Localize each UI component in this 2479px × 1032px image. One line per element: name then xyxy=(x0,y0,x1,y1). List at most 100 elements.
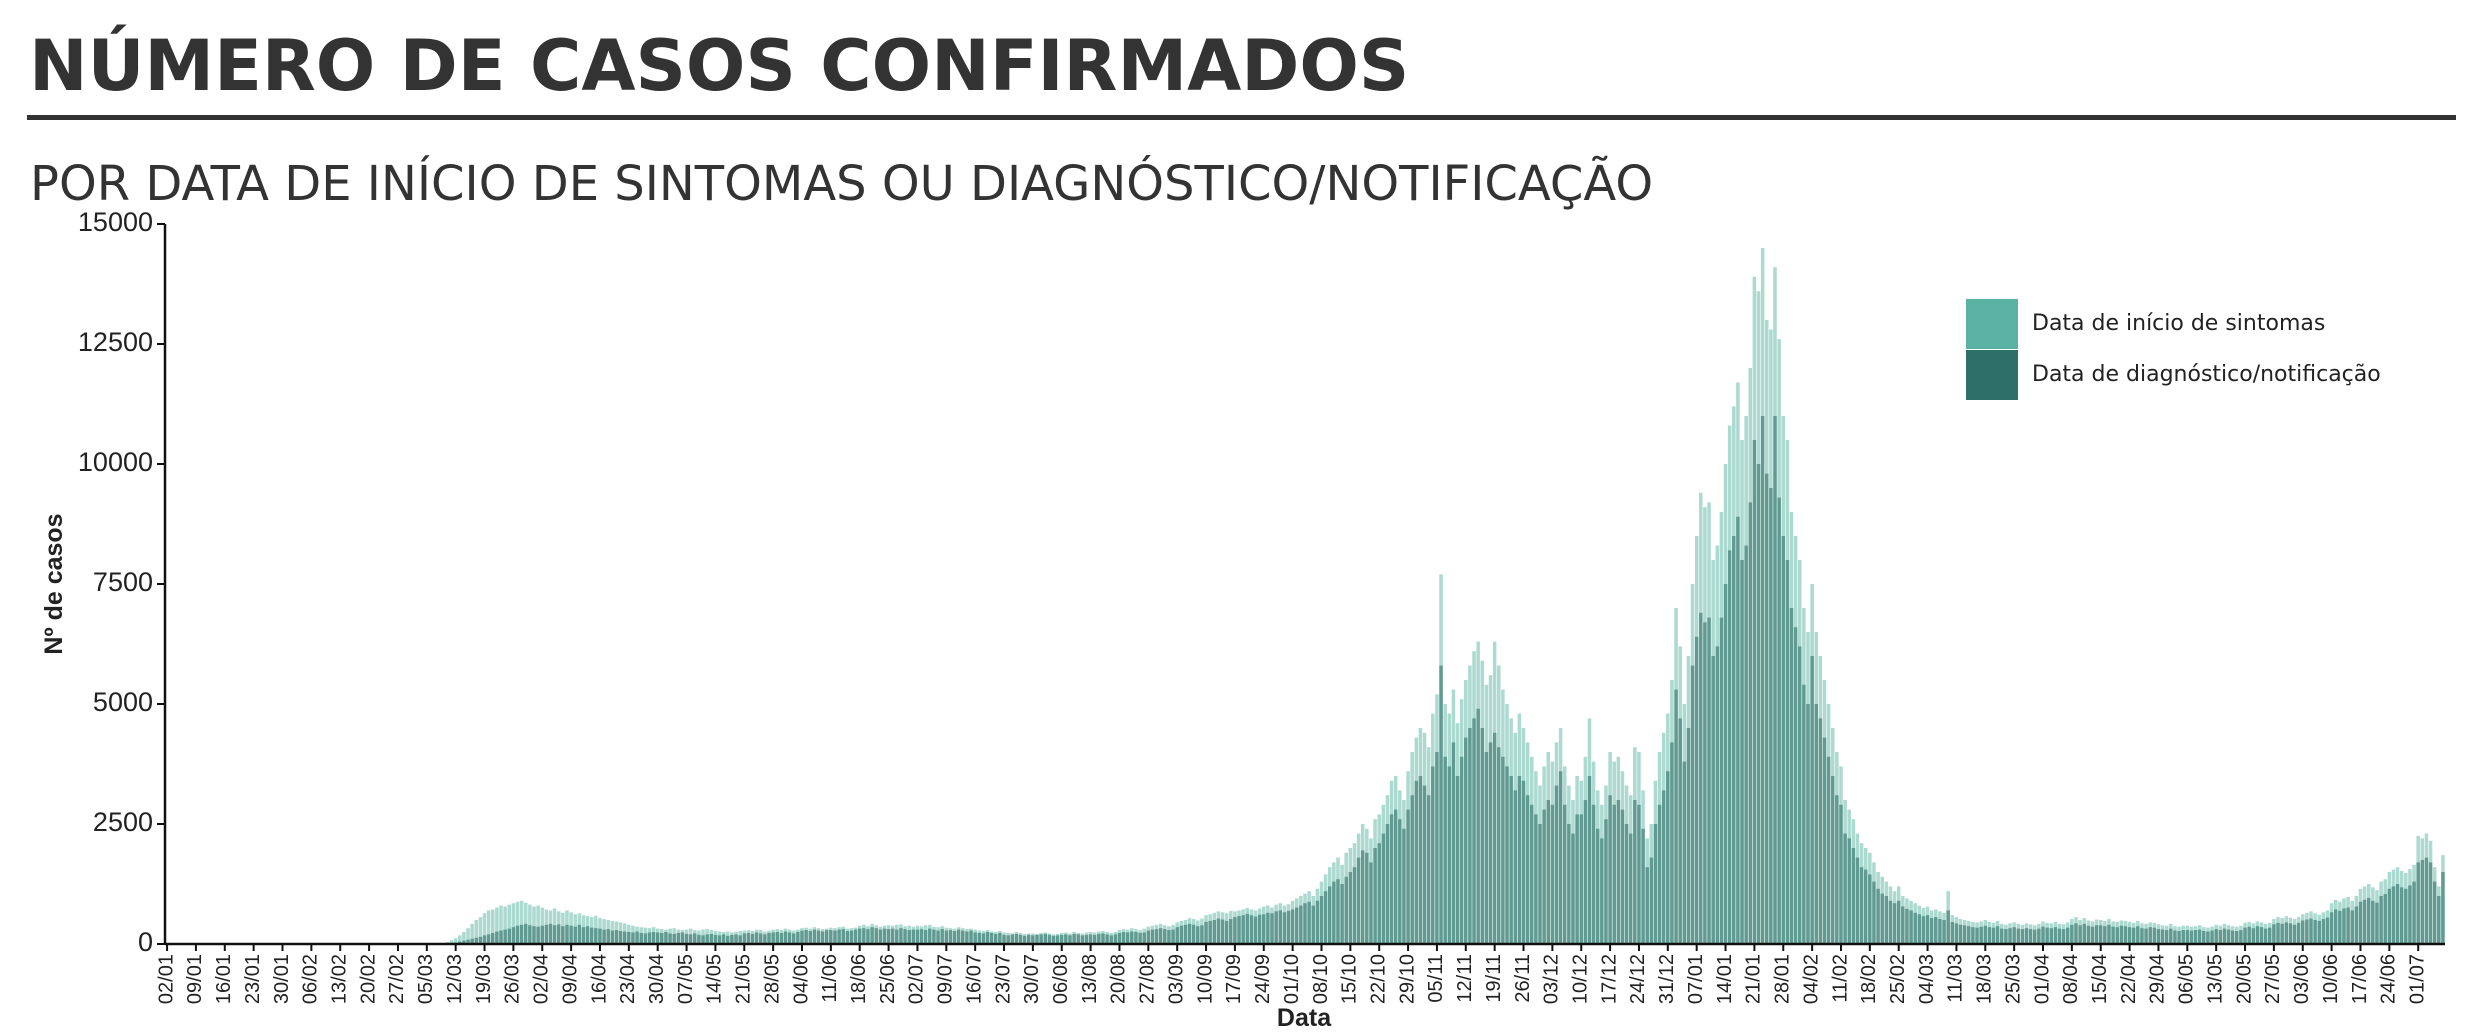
bar xyxy=(928,928,932,944)
bar xyxy=(2346,907,2350,944)
bar xyxy=(548,923,553,944)
bar xyxy=(1142,932,1146,944)
x-tick-label: 20/02 xyxy=(357,954,379,1004)
x-tick-label: 08/04 xyxy=(2060,954,2082,1004)
legend-swatch xyxy=(1966,350,2018,400)
bar xyxy=(985,932,990,944)
x-tick-label: 03/12 xyxy=(1541,954,1563,1004)
bar xyxy=(2395,884,2400,944)
bar xyxy=(2404,888,2408,944)
bar xyxy=(1967,926,1971,944)
x-tick-label: 10/06 xyxy=(2320,954,2342,1004)
bar xyxy=(779,932,784,944)
bar xyxy=(519,900,524,944)
bar xyxy=(1410,795,1414,944)
bar xyxy=(2193,930,2198,944)
bar xyxy=(791,933,796,944)
bar xyxy=(2061,929,2066,944)
bar xyxy=(2247,926,2251,944)
bar xyxy=(1072,933,1076,944)
bar xyxy=(973,932,977,944)
bar xyxy=(903,929,907,944)
bar xyxy=(961,930,965,944)
x-tick-label: 07/01 xyxy=(1685,954,1707,1004)
bar xyxy=(2441,872,2445,944)
bar xyxy=(771,932,775,944)
bar xyxy=(2387,888,2392,944)
bar xyxy=(491,932,495,944)
bar xyxy=(528,925,532,944)
bar xyxy=(1666,771,1670,944)
x-tick-label: 15/04 xyxy=(2089,954,2111,1004)
bar xyxy=(631,932,635,944)
bar xyxy=(449,940,454,944)
x-tick-label: 23/07 xyxy=(992,954,1014,1004)
bar xyxy=(1690,665,1695,944)
bar xyxy=(1847,838,1851,944)
bar xyxy=(932,929,936,944)
bar xyxy=(1332,881,1336,944)
bar xyxy=(845,931,850,944)
bar xyxy=(1179,925,1184,944)
plot-area xyxy=(429,248,2445,945)
bar xyxy=(1707,617,1711,944)
bar xyxy=(1031,935,1035,944)
bar xyxy=(1290,909,1295,944)
bar xyxy=(693,933,697,944)
bar xyxy=(1088,934,1093,944)
bar xyxy=(2156,929,2161,944)
bar xyxy=(1414,780,1419,944)
bar xyxy=(2375,902,2379,944)
bar xyxy=(1995,926,2000,944)
bar xyxy=(2243,927,2247,944)
bar xyxy=(606,929,610,944)
bar xyxy=(668,933,672,944)
bar xyxy=(1447,766,1452,944)
bar xyxy=(1826,756,1831,944)
bar xyxy=(515,901,520,944)
bar xyxy=(1921,916,1926,944)
bar xyxy=(1550,804,1555,944)
bar xyxy=(721,934,726,944)
bar xyxy=(1068,935,1072,944)
bar xyxy=(841,929,845,944)
bar xyxy=(2432,881,2437,944)
bar xyxy=(2305,919,2309,944)
x-tick-label: 27/02 xyxy=(386,954,408,1004)
x-tick-label: 03/09 xyxy=(1165,954,1187,1004)
bar xyxy=(767,932,771,944)
x-tick-label: 13/08 xyxy=(1079,954,1101,1004)
bar xyxy=(1765,473,1769,944)
x-tick-label: 06/05 xyxy=(2176,954,2198,1004)
bar xyxy=(1348,872,1353,944)
bar xyxy=(1546,800,1550,944)
bar xyxy=(2094,925,2099,944)
bar xyxy=(1480,728,1485,944)
bar xyxy=(507,904,512,944)
bar xyxy=(2222,928,2227,944)
bar xyxy=(1167,930,1171,944)
y-tick-label: 2500 xyxy=(93,807,153,837)
bar xyxy=(2284,922,2289,944)
bar xyxy=(1010,934,1015,944)
y-axis-title: Nº de casos xyxy=(40,513,68,654)
x-tick-label: 11/02 xyxy=(1829,954,1851,1003)
bar xyxy=(899,928,903,944)
bar xyxy=(536,926,540,944)
bar xyxy=(1637,804,1641,944)
x-tick-label: 24/12 xyxy=(1627,954,1649,1004)
x-tick-label: 18/02 xyxy=(1858,954,1880,1004)
bar xyxy=(2288,923,2293,944)
bar xyxy=(1645,867,1649,944)
x-tick-label: 06/02 xyxy=(300,954,322,1004)
bar xyxy=(523,923,528,944)
bar xyxy=(820,931,825,944)
x-tick-label: 18/06 xyxy=(848,954,870,1004)
bar xyxy=(573,926,577,944)
bar xyxy=(1043,933,1047,944)
bar xyxy=(486,934,491,944)
bar xyxy=(1905,908,1909,944)
bar xyxy=(1517,776,1522,944)
bar xyxy=(1059,934,1064,944)
bar xyxy=(2098,925,2103,944)
